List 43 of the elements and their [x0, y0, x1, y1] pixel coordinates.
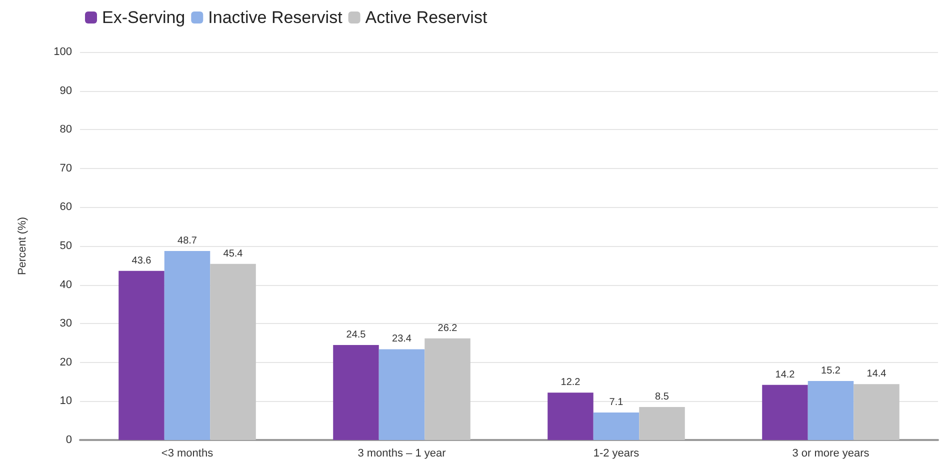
bar: [118, 270, 164, 440]
y-tick-label: 20: [60, 356, 72, 368]
data-label: 15.2: [821, 366, 841, 377]
y-tick-label: 90: [60, 84, 72, 97]
x-tick-label: 3 months – 1 year: [358, 448, 446, 460]
data-label: 24.5: [346, 329, 366, 340]
y-tick-label: 30: [60, 318, 72, 330]
bar: [548, 392, 594, 440]
bar: [378, 349, 425, 440]
data-label: 43.6: [132, 255, 152, 266]
legend-label: Ex-Serving: [102, 8, 186, 27]
legend-label: Inactive Reservist: [208, 8, 343, 27]
legend-label: Active Reservist: [365, 8, 488, 27]
data-label: 23.4: [392, 334, 412, 345]
y-tick-label: 50: [60, 240, 72, 252]
y-tick-label: 0: [66, 434, 72, 446]
x-tick-label: 3 or more years: [792, 448, 870, 460]
data-label: 45.4: [223, 248, 244, 260]
data-label: 7.1: [609, 396, 624, 408]
bar: [333, 344, 379, 440]
data-label: 8.5: [655, 392, 670, 403]
bar: [593, 412, 640, 440]
bar: [762, 384, 808, 440]
x-tick-label: <3 months: [161, 448, 214, 460]
y-tick-label: 10: [60, 395, 72, 408]
data-label: 14.2: [775, 369, 796, 380]
bar: [164, 251, 210, 440]
data-label: 14.4: [866, 368, 887, 380]
x-tick-label: 1-2 years: [593, 448, 640, 460]
data-label: 12.2: [560, 377, 581, 388]
bar: [424, 338, 470, 440]
bar: [639, 407, 685, 440]
y-tick-label: 70: [60, 162, 72, 174]
y-tick-label: 40: [60, 278, 72, 291]
y-tick-label: 100: [54, 46, 72, 58]
bar: [210, 264, 256, 440]
y-tick-label: 60: [60, 201, 72, 214]
data-label: 26.2: [438, 322, 458, 334]
y-axis-title: Percent (%): [16, 216, 28, 276]
bar: [854, 384, 900, 440]
y-tick-label: 80: [60, 124, 72, 136]
bar: [808, 381, 854, 440]
data-label: 48.7: [178, 236, 198, 247]
